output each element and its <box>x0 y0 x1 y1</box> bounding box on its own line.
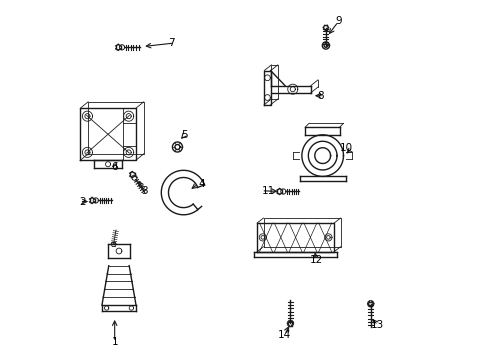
Text: 11: 11 <box>261 186 274 196</box>
Text: 9: 9 <box>334 17 341 27</box>
Text: 10: 10 <box>339 143 352 153</box>
Text: 5: 5 <box>181 130 187 140</box>
Text: 6: 6 <box>111 162 118 172</box>
Text: 1: 1 <box>111 337 118 347</box>
Text: 4: 4 <box>198 179 205 189</box>
Text: 2: 2 <box>80 197 86 207</box>
Text: 8: 8 <box>317 91 324 101</box>
Text: 12: 12 <box>309 255 322 265</box>
Text: 14: 14 <box>278 330 291 340</box>
Text: 7: 7 <box>167 38 174 48</box>
Text: 13: 13 <box>370 320 384 330</box>
Text: 3: 3 <box>141 186 148 197</box>
